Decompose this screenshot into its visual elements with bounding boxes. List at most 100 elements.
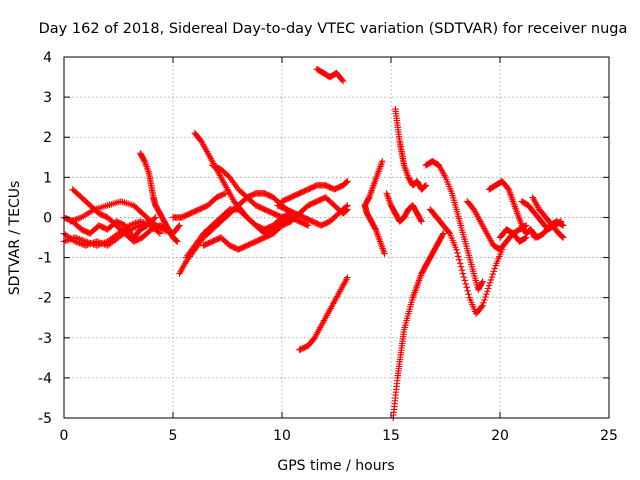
data-point bbox=[67, 236, 74, 243]
data-point bbox=[459, 270, 467, 277]
data-point bbox=[484, 285, 492, 292]
data-point bbox=[344, 206, 351, 213]
data-point bbox=[82, 238, 89, 245]
series-arc-19 bbox=[389, 230, 447, 422]
series-arc-10 bbox=[200, 218, 294, 253]
data-point bbox=[421, 183, 428, 190]
data-point bbox=[101, 239, 108, 246]
y-axis-label: SDTVAR / TECUs bbox=[7, 181, 23, 296]
data-point bbox=[456, 260, 464, 267]
data-point bbox=[141, 219, 149, 227]
y-tick-label: 0 bbox=[43, 210, 52, 226]
x-axis-label: GPS time / hours bbox=[277, 458, 394, 474]
data-point bbox=[482, 293, 489, 301]
series-arc-20 bbox=[392, 105, 430, 193]
data-point bbox=[220, 190, 228, 198]
series-arc-27 bbox=[529, 194, 567, 241]
data-point bbox=[63, 237, 71, 244]
data-point bbox=[454, 249, 461, 257]
data-point bbox=[74, 235, 82, 242]
data-point bbox=[70, 217, 77, 224]
data-point bbox=[174, 238, 181, 245]
y-tick-label: -5 bbox=[38, 411, 52, 427]
series-arc-4 bbox=[60, 218, 164, 249]
data-point bbox=[439, 231, 446, 238]
series-arc-29 bbox=[496, 226, 530, 245]
data-point bbox=[137, 218, 144, 225]
series-arc-28 bbox=[527, 218, 567, 241]
series-arc-9 bbox=[191, 130, 294, 233]
data-point bbox=[144, 221, 152, 228]
series-arc-17 bbox=[296, 274, 351, 354]
data-point bbox=[560, 222, 567, 229]
data-point bbox=[504, 185, 511, 192]
data-point bbox=[417, 217, 425, 224]
data-point bbox=[522, 222, 529, 230]
series-arc-21 bbox=[383, 190, 425, 225]
data-point bbox=[81, 237, 88, 245]
data-point bbox=[490, 268, 497, 275]
data-point bbox=[465, 291, 472, 298]
data-point bbox=[522, 222, 530, 229]
data-point bbox=[138, 218, 146, 226]
data-point bbox=[344, 178, 351, 185]
data-point bbox=[126, 222, 133, 229]
data-point bbox=[485, 282, 493, 289]
data-point bbox=[98, 240, 105, 248]
y-tick-label: -2 bbox=[38, 291, 52, 307]
data-point bbox=[440, 230, 447, 237]
data-point bbox=[453, 246, 460, 253]
data-point bbox=[176, 222, 183, 229]
data-point bbox=[79, 237, 86, 244]
data-point bbox=[460, 273, 468, 281]
y-tick-label: -1 bbox=[38, 251, 52, 267]
data-point bbox=[156, 230, 164, 237]
data-point bbox=[72, 216, 79, 223]
data-point bbox=[75, 215, 82, 222]
data-point bbox=[133, 219, 141, 226]
data-point bbox=[422, 182, 430, 189]
data-point bbox=[463, 284, 470, 291]
data-point bbox=[338, 76, 346, 84]
data-point bbox=[304, 222, 312, 229]
data-point bbox=[343, 206, 350, 214]
data-point bbox=[77, 236, 85, 243]
data-point bbox=[339, 77, 347, 85]
data-point bbox=[71, 234, 79, 241]
data-point bbox=[484, 288, 491, 295]
series-arc-22 bbox=[422, 158, 486, 293]
data-point bbox=[155, 229, 162, 236]
data-point bbox=[489, 270, 497, 278]
series-arc-15 bbox=[287, 194, 351, 225]
data-point bbox=[483, 291, 490, 298]
data-point bbox=[93, 242, 100, 249]
x-tick-label: 15 bbox=[382, 428, 400, 444]
data-point bbox=[456, 256, 463, 264]
data-point bbox=[479, 302, 486, 309]
data-point bbox=[445, 229, 453, 236]
y-tick-label: 1 bbox=[43, 170, 52, 186]
data-point bbox=[175, 223, 182, 230]
data-point bbox=[95, 241, 102, 249]
data-point bbox=[559, 233, 566, 241]
series-arc-14 bbox=[278, 178, 351, 205]
data-marks bbox=[60, 65, 567, 422]
data-point bbox=[76, 236, 83, 243]
data-point bbox=[127, 221, 135, 229]
data-point bbox=[522, 234, 529, 242]
series-arc-5 bbox=[67, 198, 155, 225]
data-point bbox=[130, 220, 138, 227]
data-point bbox=[76, 214, 84, 222]
data-point bbox=[491, 265, 498, 272]
data-point bbox=[478, 303, 485, 311]
data-point bbox=[558, 233, 566, 240]
data-point bbox=[371, 225, 379, 232]
data-point bbox=[62, 237, 69, 245]
data-point bbox=[522, 234, 530, 241]
data-point bbox=[73, 234, 80, 242]
data-point bbox=[68, 235, 75, 242]
data-point bbox=[455, 253, 462, 260]
data-point bbox=[480, 299, 487, 307]
series-arc-18 bbox=[361, 158, 388, 257]
y-tick-label: 4 bbox=[43, 50, 52, 66]
